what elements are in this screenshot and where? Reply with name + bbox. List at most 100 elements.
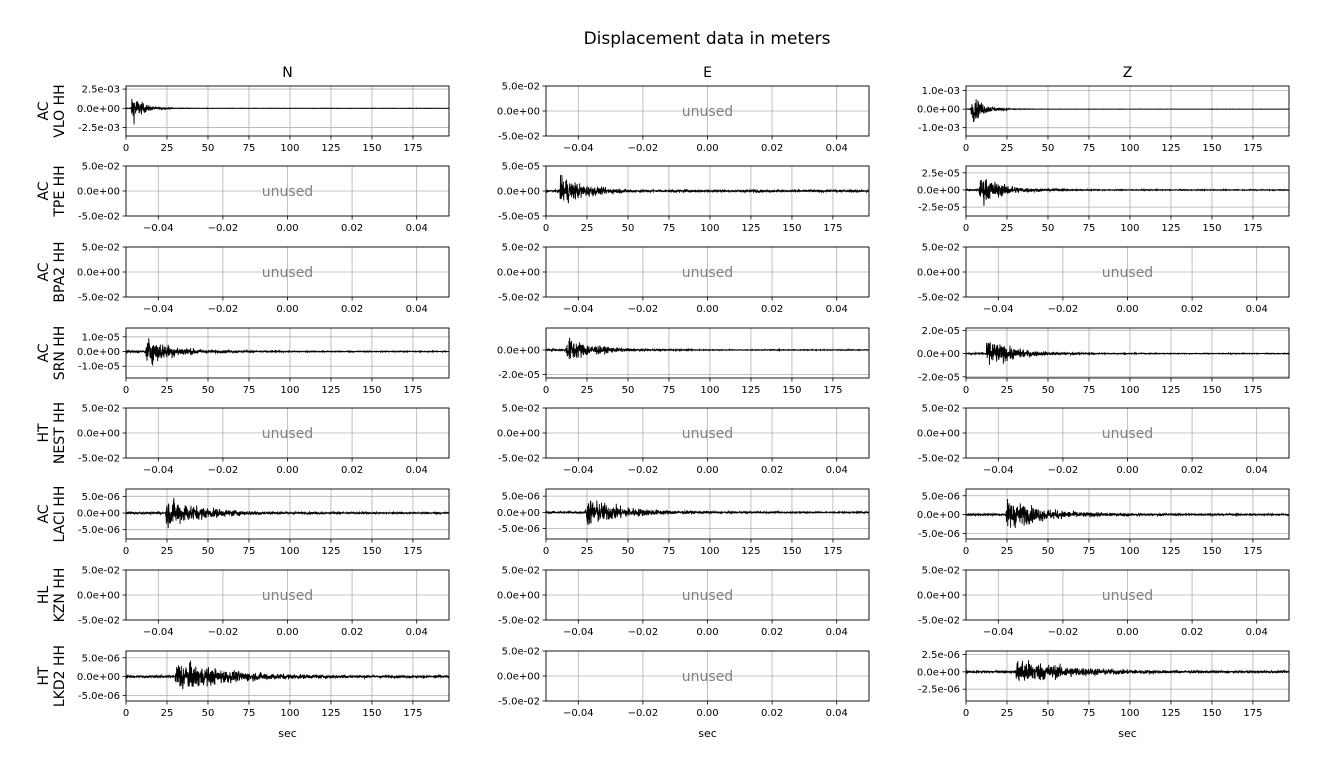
- axes-frame: [965, 488, 1290, 540]
- x-tick-label: −0.02: [628, 708, 659, 719]
- x-tick-label: 0.00: [696, 465, 718, 476]
- x-tick-label: 0.00: [276, 627, 298, 638]
- y-tick-label: 0.0e+00: [77, 591, 120, 602]
- unused-label: unused: [1102, 588, 1153, 604]
- panel-ht-nest-hh-z: −0.04 −0.02 0.00 0.02 0.04 5.0e-02 0.0e+00 -5.0…: [917, 404, 1290, 476]
- x-tick-label: 75: [243, 708, 256, 719]
- x-tick-label: 150: [1202, 546, 1221, 557]
- x-tick-label: −0.04: [983, 304, 1014, 315]
- x-tick-label: −0.04: [563, 627, 594, 638]
- axes-frame: [545, 85, 870, 137]
- panel-ac-laci-hh-e: 0 25 50 75 100 125 150 175 5.0e-06 0.0e+00 -5.0e-0…: [497, 488, 870, 557]
- y-tick-label: 0.0e+00: [497, 107, 540, 118]
- x-tick-label: 150: [1202, 143, 1221, 154]
- station-label-line: NEST HH: [52, 402, 68, 464]
- axes-frame: [125, 407, 450, 459]
- x-tick-label: −0.02: [628, 304, 659, 315]
- axes-frame: [125, 569, 450, 621]
- y-tick-label: 0.0e+00: [497, 508, 540, 519]
- panel-ht-lkd2-hh-n: 0 25 50 75 100 125 150 175 5.0e-06 0.0e+00 -5.0e-0…: [77, 650, 450, 740]
- x-tick-label: 175: [823, 546, 842, 557]
- axes-frame: [125, 85, 450, 137]
- panel-hl-kzn-hh-e: −0.04 −0.02 0.00 0.02 0.04 5.0e-02 0.0e+00 -5.0…: [497, 566, 870, 638]
- waveform-trace: [126, 660, 449, 690]
- x-tick-label: 0.02: [1181, 465, 1203, 476]
- y-tick-label: 5.0e-02: [922, 243, 960, 254]
- y-tick-label: 0.0e+00: [77, 509, 120, 520]
- x-tick-label: 0.04: [406, 465, 428, 476]
- station-label-line: LKD2 HH: [52, 645, 68, 707]
- panel-ac-bpa2-hh-n: −0.04 −0.02 0.00 0.02 0.04 5.0e-02 0.0e+00 -5.0…: [77, 243, 450, 315]
- x-tick-label: 50: [1042, 223, 1055, 234]
- unused-label: unused: [682, 265, 733, 281]
- y-tick-label: -5.0e-06: [498, 524, 540, 535]
- y-tick-label: -2.0e-05: [918, 372, 960, 383]
- y-tick-label: -1.0e-05: [78, 362, 120, 373]
- y-tick-label: -5.0e-02: [78, 293, 120, 304]
- unused-label: unused: [1102, 426, 1153, 442]
- x-tick-label: 125: [321, 385, 340, 396]
- station-label: ACSRN HH: [36, 326, 68, 381]
- x-tick-label: 100: [1120, 385, 1139, 396]
- y-tick-label: 0.0e+00: [497, 268, 540, 279]
- y-tick-label: 0.0e+00: [497, 187, 540, 198]
- x-tick-label: 150: [1202, 708, 1221, 719]
- y-tick-label: -5.0e-02: [498, 616, 540, 627]
- x-tick-label: 150: [362, 385, 381, 396]
- x-tick-label: 25: [1001, 385, 1014, 396]
- x-tick-label: 0.04: [406, 223, 428, 234]
- unused-label: unused: [262, 426, 313, 442]
- x-tick-label: 175: [403, 708, 422, 719]
- column-title-z: Z: [1123, 65, 1133, 81]
- x-tick-label: 100: [1120, 546, 1139, 557]
- y-tick-label: 2.5e-05: [922, 168, 960, 179]
- panel-ac-vlo-hh-e: −0.04 −0.02 0.00 0.02 0.04 5.0e-02 0.0e+00 -5.0…: [497, 82, 870, 154]
- unused-label: unused: [262, 184, 313, 200]
- y-tick-label: 0.0e+00: [917, 591, 960, 602]
- x-tick-label: 25: [161, 385, 174, 396]
- x-tick-label: −0.02: [1048, 627, 1079, 638]
- station-label: HTNEST HH: [36, 402, 68, 464]
- unused-label: unused: [1102, 265, 1153, 281]
- y-tick-label: -5.0e-02: [498, 132, 540, 143]
- x-tick-label: 0.02: [761, 143, 783, 154]
- station-label-line: AC: [36, 262, 52, 281]
- station-label-line: AC: [36, 504, 52, 523]
- unused-label: unused: [682, 104, 733, 120]
- axes-frame: [125, 650, 450, 702]
- station-label: ACVLO HH: [36, 84, 68, 137]
- x-tick-label: 75: [243, 143, 256, 154]
- x-tick-label: 100: [700, 223, 719, 234]
- x-tick-label: 100: [1120, 708, 1139, 719]
- x-tick-label: 0.00: [276, 465, 298, 476]
- x-tick-label: 50: [202, 143, 215, 154]
- x-tick-label: 75: [1083, 708, 1096, 719]
- x-tick-label: 0.02: [341, 627, 363, 638]
- y-tick-label: 5.0e-02: [82, 162, 120, 173]
- station-label: ACTPE HH: [36, 165, 68, 217]
- x-tick-label: 0.00: [1116, 465, 1138, 476]
- x-tick-label: 0: [543, 546, 549, 557]
- panel-ac-srn-hh-n: 0 25 50 75 100 125 150 175 1.0e-05 0.0e+00 -1.0e-0…: [77, 327, 450, 396]
- y-tick-label: 5.0e-02: [502, 566, 540, 577]
- axes-frame: [545, 488, 870, 540]
- x-tick-label: 25: [1001, 546, 1014, 557]
- unused-label: unused: [682, 426, 733, 442]
- y-tick-label: 1.0e-05: [82, 332, 120, 343]
- y-tick-label: 5.0e-06: [82, 492, 120, 503]
- x-tick-label: 50: [1042, 708, 1055, 719]
- x-tick-label: 150: [362, 708, 381, 719]
- panel-ac-laci-hh-n: 0 25 50 75 100 125 150 175 5.0e-06 0.0e+00 -5.0e-0…: [77, 488, 450, 557]
- station-label-line: HT: [36, 666, 52, 686]
- y-tick-label: -5.0e-06: [78, 691, 120, 702]
- x-tick-label: 0.00: [696, 627, 718, 638]
- x-tick-label: 25: [581, 546, 594, 557]
- x-tick-label: 0: [543, 385, 549, 396]
- panel-ac-vlo-hh-n: 0 25 50 75 100 125 150 175 2.5e-03 0.0e+00 -2.5e-0…: [77, 85, 450, 154]
- x-tick-label: 0: [963, 546, 969, 557]
- x-tick-label: 175: [403, 546, 422, 557]
- x-tick-label: −0.02: [208, 627, 239, 638]
- panel-ac-laci-hh-z: 0 25 50 75 100 125 150 175 5.0e-06 0.0e+00 -5.0e-0…: [917, 488, 1290, 557]
- x-tick-label: −0.02: [208, 465, 239, 476]
- waveform-trace: [966, 342, 1289, 366]
